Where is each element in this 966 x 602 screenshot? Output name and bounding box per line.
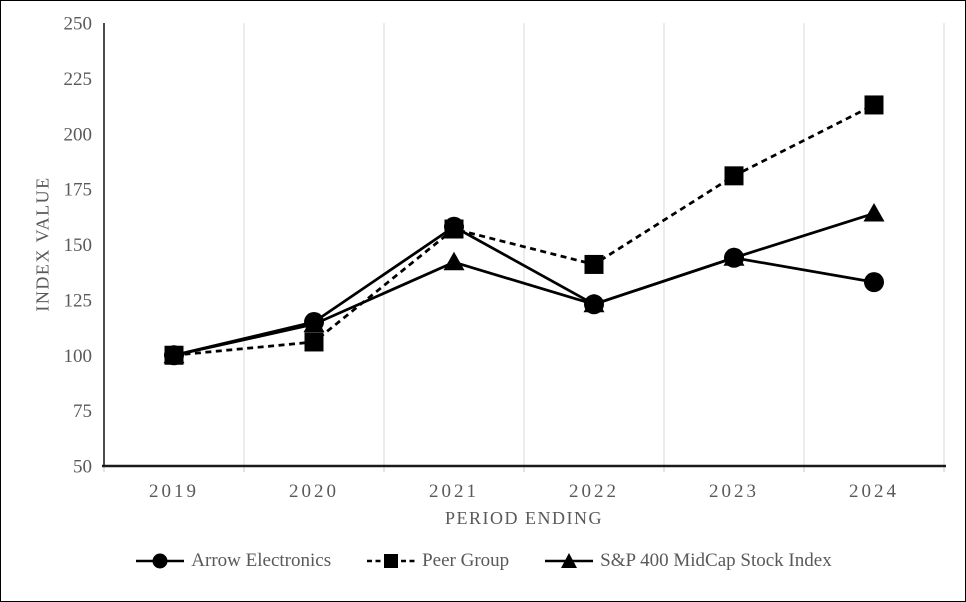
x-tick-label: 2022 <box>569 481 619 502</box>
legend-item-3: S&P 400 MidCap Stock Index <box>545 550 832 572</box>
square-marker <box>724 166 744 186</box>
legend-item-2: Peer Group <box>367 550 509 572</box>
y-tick-label: 150 <box>64 235 93 256</box>
square-marker <box>444 219 464 239</box>
circle-marker <box>584 294 604 315</box>
legend-label: Peer Group <box>422 550 510 571</box>
x-tick-labels: 2019 2020 2021 2022 2023 2024 <box>149 481 899 502</box>
circle-marker <box>724 247 744 268</box>
x-tick-label: 2021 <box>429 481 479 502</box>
legend-circle-marker <box>152 553 168 569</box>
y-tick-label: 250 <box>64 14 93 35</box>
legend-triangle-key-icon <box>545 553 594 568</box>
circle-marker <box>864 272 884 293</box>
y-tick-label: 50 <box>73 457 92 478</box>
y-tick-label: 75 <box>73 401 92 422</box>
series-line <box>173 225 875 357</box>
legend-circle-key-icon <box>136 553 185 569</box>
y-tick-label: 200 <box>64 124 93 145</box>
x-tick-label: 2019 <box>149 481 199 502</box>
triangle-marker <box>443 251 465 271</box>
gridlines <box>103 23 945 472</box>
series-line <box>173 212 875 357</box>
y-axis-title: INDEX VALUE <box>32 176 53 312</box>
square-marker <box>864 95 884 115</box>
y-tick-label: 175 <box>64 180 93 201</box>
series-plot <box>163 95 885 366</box>
y-tick-label: 100 <box>64 346 93 367</box>
y-tick-labels: 50 75 100 125 150 175 200 225 250 <box>64 14 93 478</box>
x-tick-label: 2020 <box>289 481 339 502</box>
legend-square-key-icon <box>367 554 416 568</box>
legend-label: S&P 400 MidCap Stock Index <box>600 550 832 571</box>
legend-triangle-marker <box>561 553 578 568</box>
triangle-marker <box>863 202 885 222</box>
y-tick-label: 225 <box>64 69 93 90</box>
x-axis-title: PERIOD ENDING <box>445 508 603 528</box>
legend-item-1: Arrow Electronics <box>136 550 331 572</box>
square-marker <box>584 254 604 274</box>
chart-legend: Arrow Electronics Peer Group S&P 400 MidCa… <box>1 550 965 572</box>
x-tick-label: 2023 <box>709 481 759 502</box>
square-marker <box>164 345 184 365</box>
square-marker <box>304 332 324 352</box>
legend-square-marker <box>384 554 399 568</box>
series-square <box>164 95 884 365</box>
y-tick-label: 125 <box>64 290 93 311</box>
axes <box>102 23 946 468</box>
x-tick-label: 2024 <box>849 481 899 502</box>
circle-marker <box>304 312 324 333</box>
legend-label: Arrow Electronics <box>191 550 332 571</box>
series-line <box>173 103 875 357</box>
